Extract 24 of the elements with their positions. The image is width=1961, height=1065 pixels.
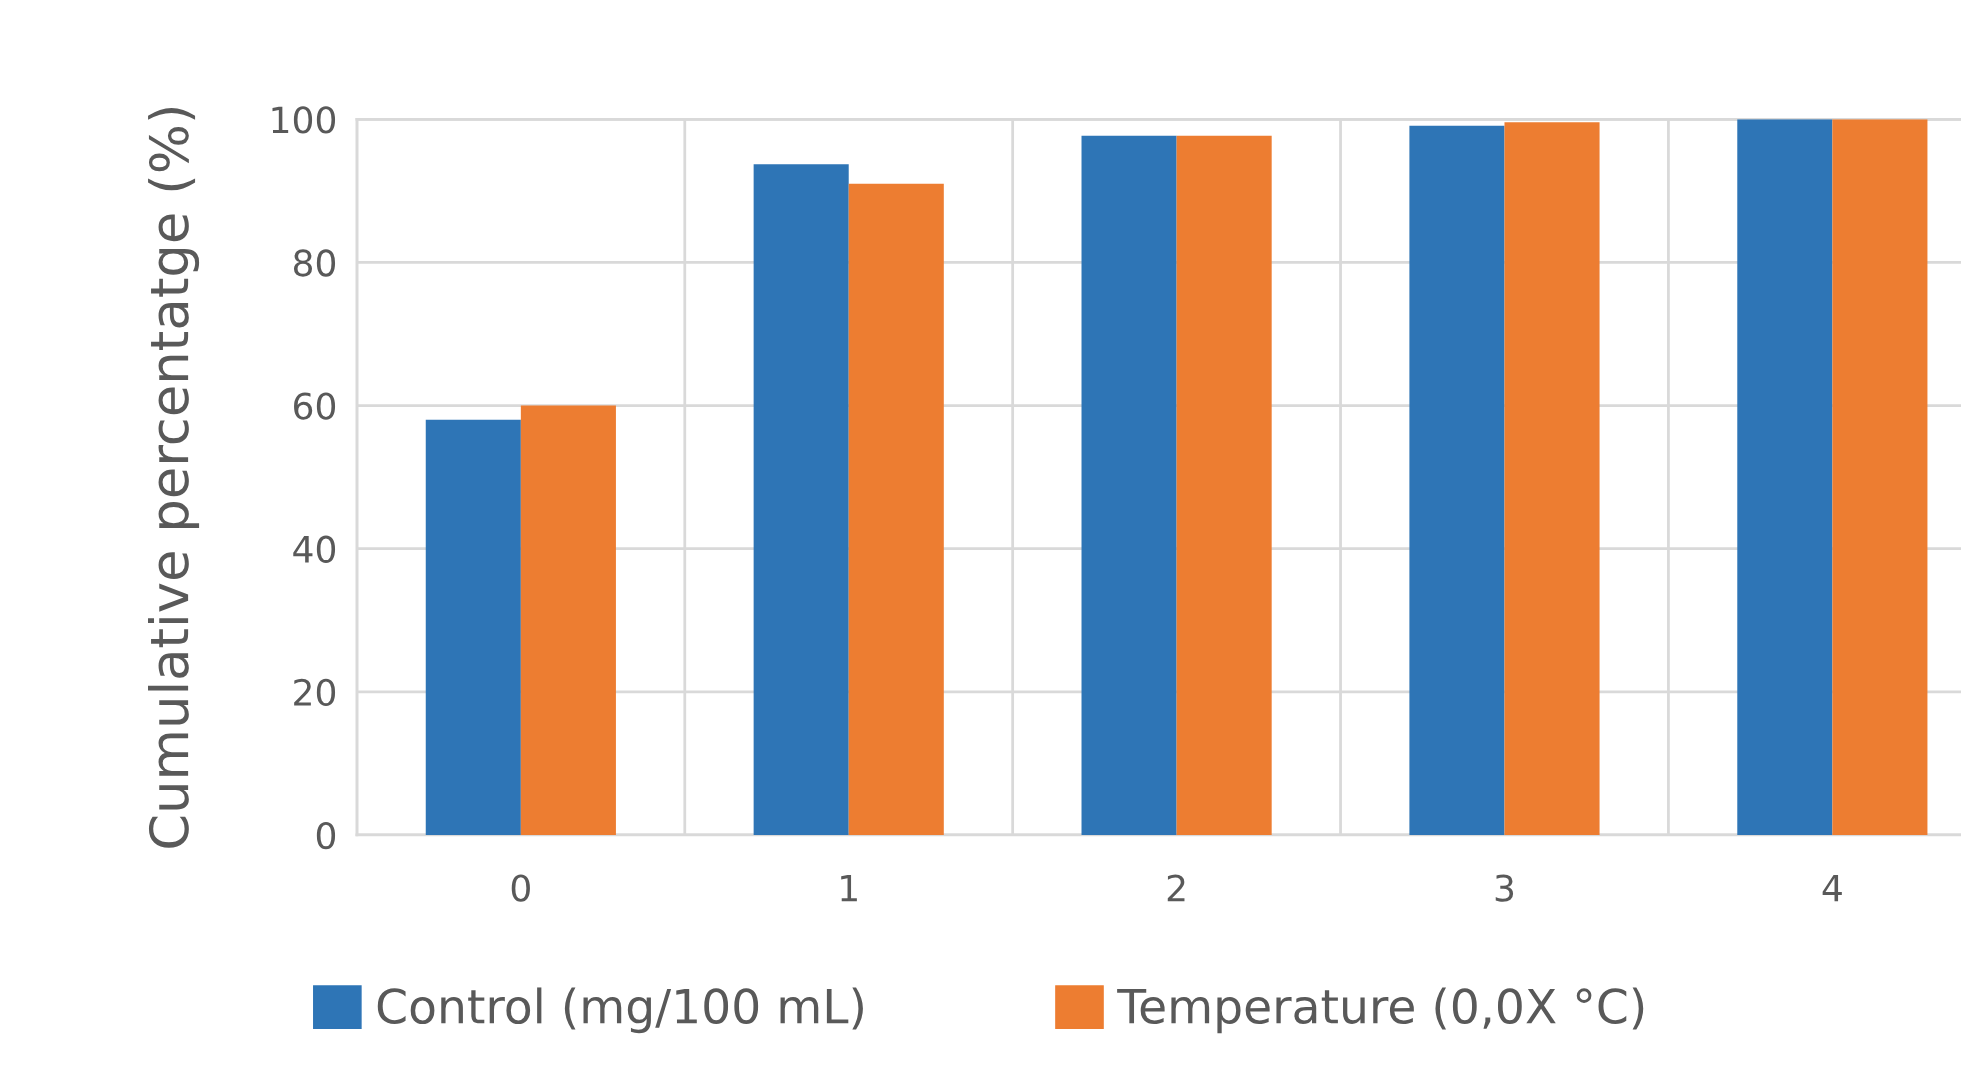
bar: [753, 164, 849, 835]
bar: [1176, 135, 1272, 835]
y-tick-label: 40: [293, 535, 336, 563]
bar: [520, 405, 616, 835]
x-tick-label: 0: [511, 874, 530, 902]
x-tick-label: 4: [1822, 874, 1842, 902]
y-tick-label: 80: [293, 249, 336, 277]
bar: [425, 419, 521, 835]
bar: [848, 183, 944, 835]
legend-label: Temperature (0,0X °C): [1117, 987, 1644, 1034]
bar: [1504, 122, 1600, 835]
y-axis-title: Cumulative percentatge (%): [148, 108, 200, 848]
y-tick-label: 0: [316, 821, 336, 850]
bar: [1081, 135, 1177, 835]
y-tick-label: 60: [294, 392, 336, 420]
legend-label: Control (mg/100 mL): [377, 987, 863, 1034]
bar: [1409, 125, 1505, 835]
bar: [1737, 119, 1833, 835]
x-tick-label: 1: [841, 874, 857, 902]
y-tick-label: 20: [294, 678, 336, 707]
bar: [1832, 119, 1928, 835]
x-tick-label: 2: [1167, 874, 1185, 902]
y-tick-label: 100: [272, 106, 336, 134]
x-tick-label: 3: [1495, 874, 1514, 902]
